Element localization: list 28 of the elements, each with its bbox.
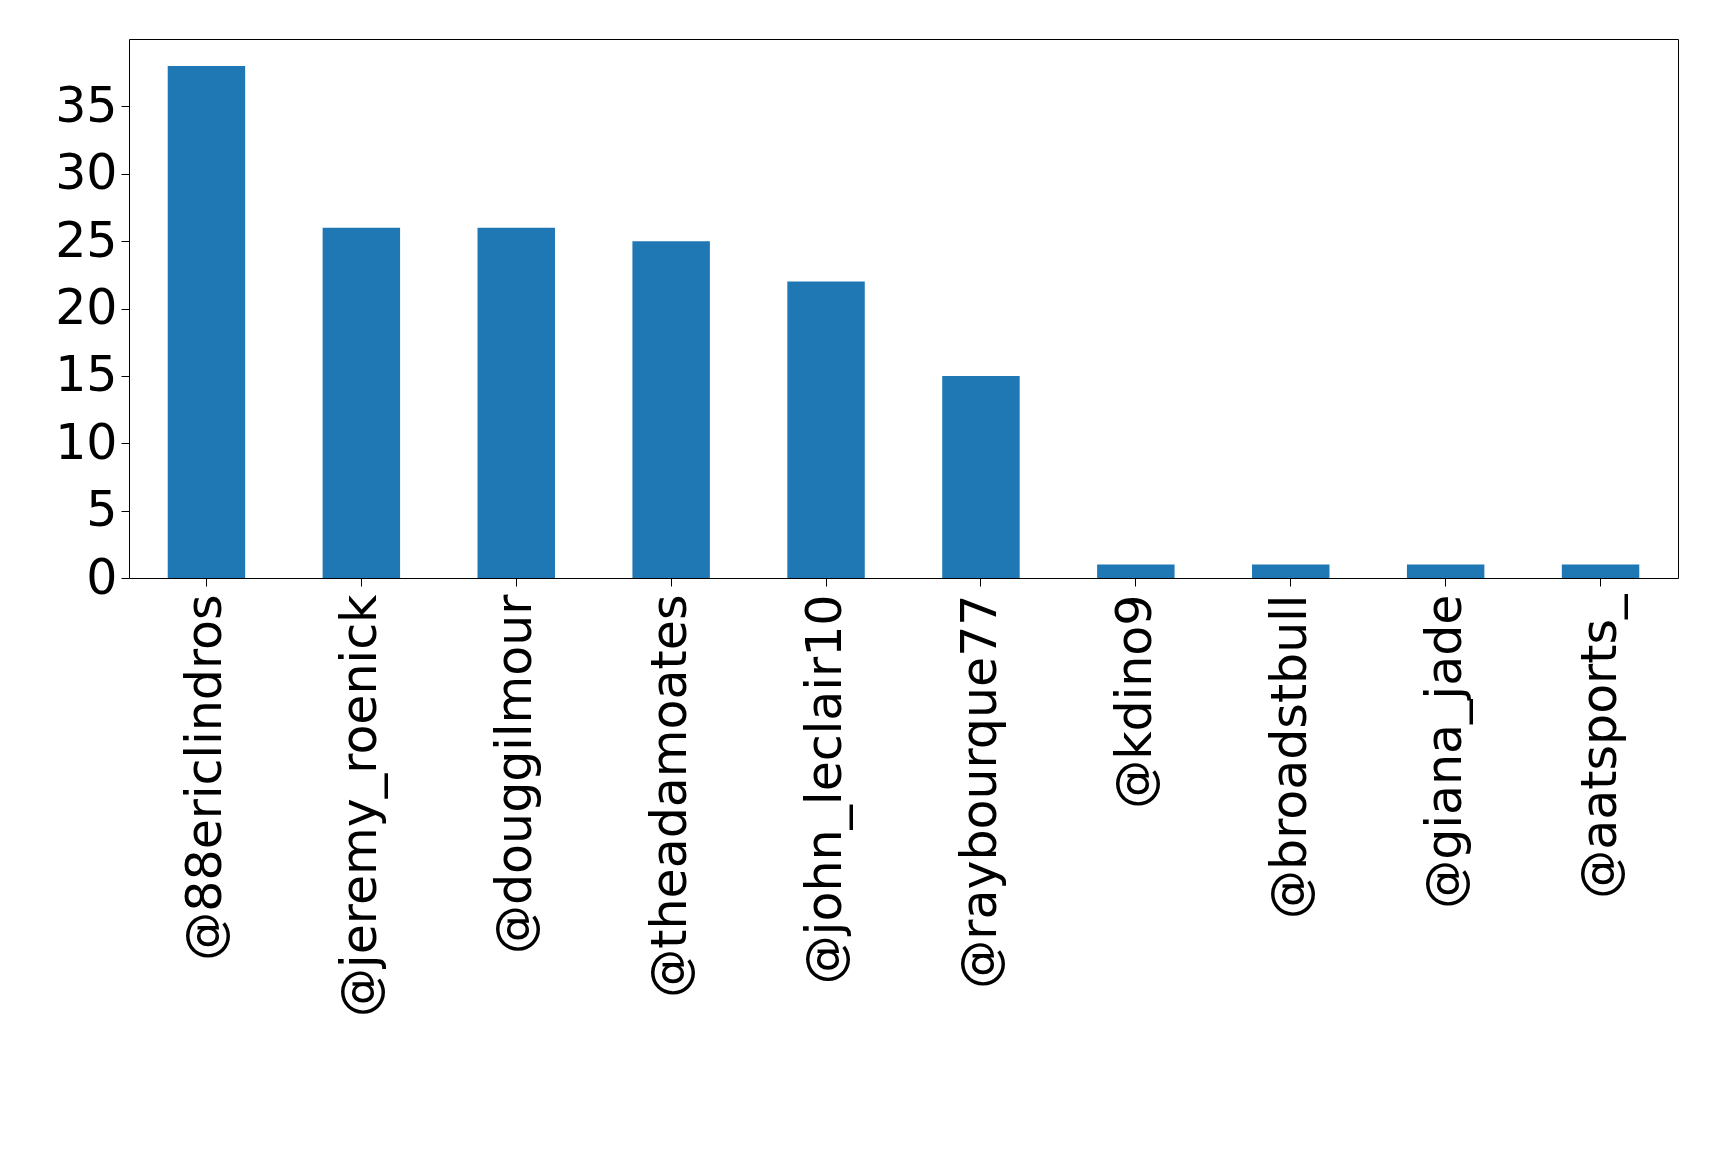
x-tick-label: @88ericlindros — [176, 594, 234, 961]
x-tick-label: @giana_jade — [1415, 594, 1473, 909]
x-tick-label: @broadstbull — [1260, 594, 1318, 919]
x-tick-label: @kdino9 — [1105, 594, 1163, 809]
bar — [942, 375, 1020, 578]
bar — [632, 241, 710, 578]
y-tick-label: 5 — [86, 481, 118, 539]
y-tick-label: 10 — [55, 413, 118, 471]
x-tick-label: @raybourque77 — [950, 594, 1008, 989]
x-tick-label: @john_leclair10 — [796, 594, 854, 985]
bar — [322, 227, 401, 578]
x-tick-label: @douggilmour — [486, 593, 544, 954]
x-tick-label: @jeremy_roenick — [331, 593, 389, 1017]
y-tick-label: 0 — [86, 548, 118, 606]
bar — [477, 227, 555, 578]
bar — [787, 281, 865, 578]
bar — [1097, 564, 1175, 578]
y-tick-label: 35 — [55, 76, 118, 134]
y-tick-label: 20 — [55, 279, 118, 336]
bar — [1406, 564, 1485, 578]
bar — [1252, 564, 1330, 578]
x-tick-label: @theadamoates — [641, 594, 699, 998]
x-tick-label: @aatsports_ — [1570, 594, 1628, 899]
bar — [1561, 564, 1640, 578]
bar — [167, 65, 246, 578]
y-tick-label: 25 — [55, 211, 118, 269]
y-tick-label: 30 — [55, 144, 118, 202]
y-tick-label: 15 — [55, 346, 118, 404]
